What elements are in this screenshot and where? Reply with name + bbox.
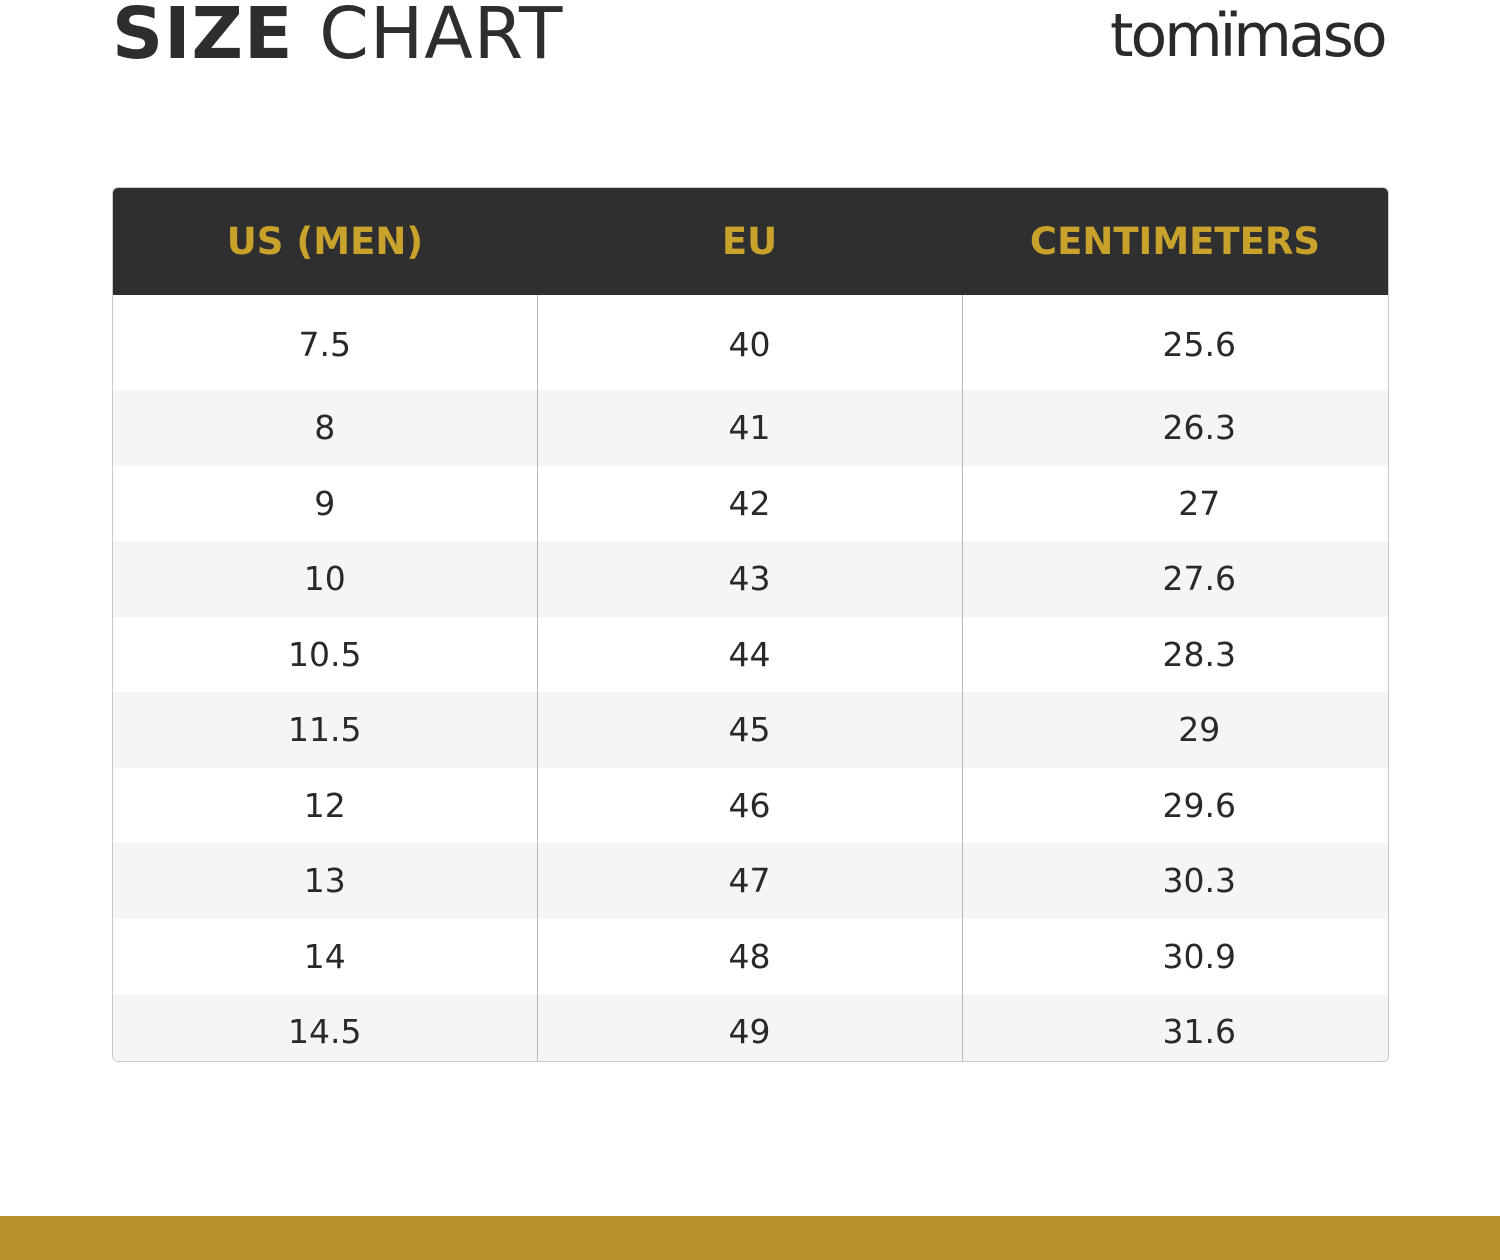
cell-centimeters: 30.3	[961, 843, 1388, 919]
table-row: 10.5 44 28.3	[113, 616, 1388, 692]
column-header-centimeters: CENTIMETERS	[962, 188, 1388, 295]
cell-us: 14.5	[113, 994, 537, 1061]
table-row: 14 48 30.9	[113, 918, 1388, 994]
cell-eu: 48	[536, 918, 962, 994]
cell-eu: 43	[536, 541, 962, 617]
brand-logo: tomïmaso	[1110, 1, 1388, 71]
table-body: 7.5 40 25.6 8 41 26.3 9 42 27 10 43 27.6 10.5 44 28.3 1…	[113, 295, 1388, 1061]
cell-us: 7.5	[113, 295, 537, 390]
cell-centimeters: 29.6	[961, 767, 1388, 843]
table-row: 14.5 49 31.6	[113, 994, 1388, 1061]
cell-eu: 49	[536, 994, 962, 1061]
column-header-eu: EU	[537, 188, 962, 295]
cell-centimeters: 30.9	[961, 918, 1388, 994]
table-row: 11.5 45 29	[113, 692, 1388, 768]
table-row: 10 43 27.6	[113, 541, 1388, 617]
cell-centimeters: 26.3	[961, 390, 1388, 466]
cell-us: 10.5	[113, 616, 537, 692]
cell-eu: 47	[536, 843, 962, 919]
cell-centimeters: 25.6	[961, 295, 1388, 390]
size-chart-table: US (MEN) EU CENTIMETERS 7.5 40 25.6 8 41 26.3…	[112, 187, 1389, 1062]
cell-us: 14	[113, 918, 537, 994]
table-row: 12 46 29.6	[113, 767, 1388, 843]
cell-us: 13	[113, 843, 537, 919]
cell-us: 10	[113, 541, 537, 617]
table-row: 9 42 27	[113, 465, 1388, 541]
cell-us: 12	[113, 767, 537, 843]
cell-eu: 41	[536, 390, 962, 466]
cell-centimeters: 29	[961, 692, 1388, 768]
size-table: US (MEN) EU CENTIMETERS 7.5 40 25.6 8 41 26.3…	[113, 188, 1388, 1061]
cell-centimeters: 31.6	[961, 994, 1388, 1061]
title-light: CHART	[319, 0, 564, 75]
cell-eu: 45	[536, 692, 962, 768]
cell-us: 8	[113, 390, 537, 466]
page-title: SIZE CHART	[112, 0, 563, 74]
cell-us: 9	[113, 465, 537, 541]
cell-eu: 40	[536, 295, 962, 390]
cell-eu: 44	[536, 616, 962, 692]
bottom-accent-bar	[0, 1216, 1500, 1260]
cell-centimeters: 28.3	[961, 616, 1388, 692]
table-row: 8 41 26.3	[113, 390, 1388, 466]
table-row: 7.5 40 25.6	[113, 295, 1388, 390]
cell-eu: 46	[536, 767, 962, 843]
table-row: 13 47 30.3	[113, 843, 1388, 919]
title-bold: SIZE	[112, 0, 294, 75]
header-row: US (MEN) EU CENTIMETERS	[113, 188, 1388, 295]
cell-eu: 42	[536, 465, 962, 541]
cell-centimeters: 27	[961, 465, 1388, 541]
column-header-us: US (MEN)	[113, 188, 537, 295]
cell-centimeters: 27.6	[961, 541, 1388, 617]
cell-us: 11.5	[113, 692, 537, 768]
